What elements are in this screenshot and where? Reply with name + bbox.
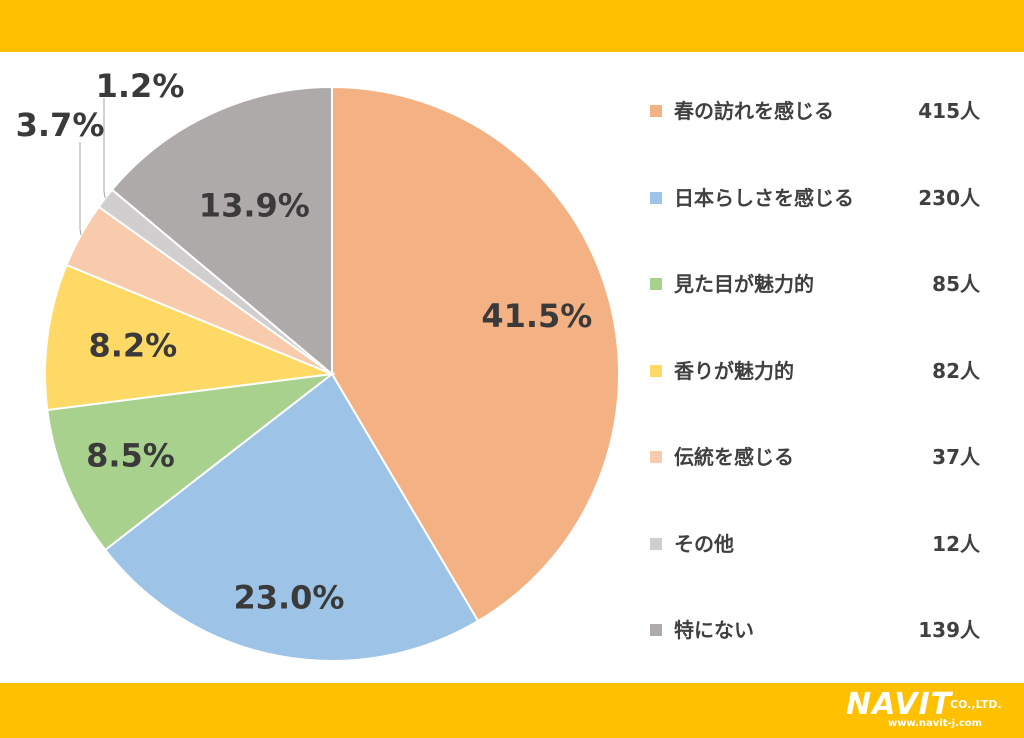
legend-swatch [650,105,662,117]
legend-count: 230人 [918,185,980,210]
legend-label: 春の訪れを感じる [674,99,834,123]
company-logo: NAVIT CO.,LTD. www.navit-j.com [846,688,1016,732]
legend-label: 伝統を感じる [674,445,794,469]
pie-label-0: 41.5% [481,297,592,335]
legend-item-4: 伝統を感じる 37人 [650,442,990,472]
legend-count: 12人 [932,531,980,556]
legend-swatch [650,451,662,463]
pie-label-6: 13.9% [199,187,310,225]
legend-label: その他 [674,531,734,556]
logo-company-suffix: CO.,LTD. [950,698,1002,711]
legend-label: 香りが魅力的 [674,358,794,383]
pie-label-3: 8.2% [88,327,177,365]
legend-swatch [650,278,662,290]
logo-url: www.navit-j.com [888,718,983,729]
legend-count: 85人 [932,272,980,296]
legend-item-6: 特にない 139人 [650,615,990,645]
legend-count: 415人 [918,99,980,123]
pie-label-5: 1.2% [96,67,185,105]
legend-swatch [650,624,662,636]
legend-swatch [650,364,662,377]
pie-label-4: 3.7% [16,106,105,144]
pie-slice-0 [331,85,620,623]
leader-line-5 [103,98,106,199]
legend-swatch [650,191,662,204]
legend-item-2: 見た目が魅力的 85人 [650,269,990,299]
legend-item-0: 春の訪れを感じる 415人 [650,96,990,126]
legend-item-3: 香りが魅力的 82人 [650,356,990,386]
legend-label: 見た目が魅力的 [674,272,814,296]
legend-label: 日本らしさを感じる [674,185,854,210]
pie-label-2: 8.5% [86,436,175,474]
legend-swatch [650,537,662,550]
leader-line-4 [79,142,82,236]
legend-count: 82人 [932,358,980,383]
legend-label: 特にない [674,618,754,642]
pie-label-1: 23.0% [233,579,344,617]
pie-slice-6 [110,85,333,377]
pie-slice-2 [46,372,336,552]
logo-wordmark: NAVIT [846,687,953,722]
legend-item-5: その他 12人 [650,529,990,559]
legend-count: 139人 [918,618,980,642]
top-banner [0,0,1024,52]
bottom-banner [0,683,1024,738]
legend-count: 37人 [932,445,980,469]
legend-item-1: 日本らしさを感じる 230人 [650,183,990,213]
pie-slice-3 [44,263,336,412]
pie-slice-1 [103,372,480,662]
